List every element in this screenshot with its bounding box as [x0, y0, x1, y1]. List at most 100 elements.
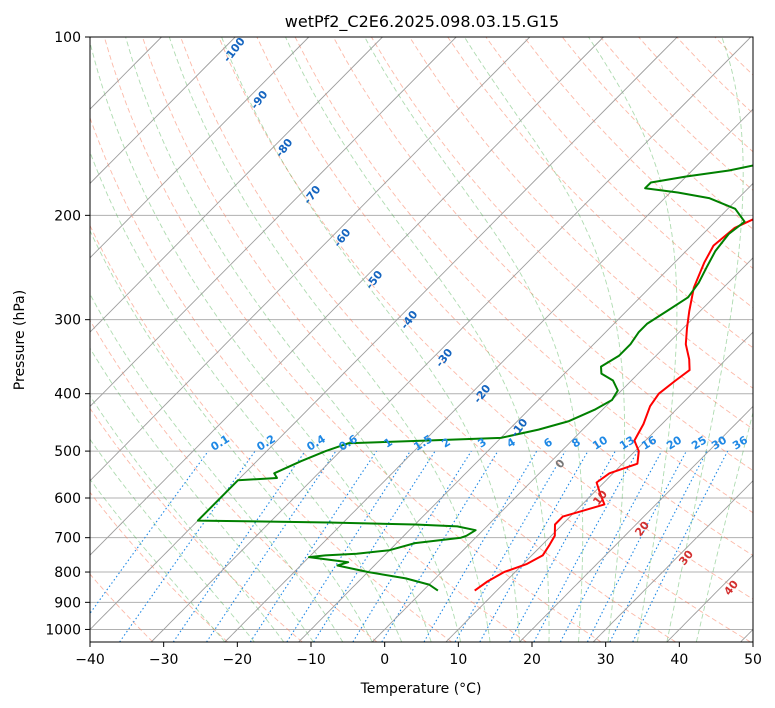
isotherm-line	[445, 331, 753, 642]
y-tick-label: 600	[54, 491, 81, 507]
mixing-ratio-line	[249, 450, 378, 642]
x-tick-label: 50	[744, 652, 762, 668]
mixing-ratio-line	[632, 450, 729, 642]
moist-adiabat-line	[90, 438, 255, 642]
isotherm-line	[90, 37, 383, 333]
moist-adiabat-label: 40	[721, 578, 741, 598]
mixing-ratio-line	[90, 450, 209, 615]
y-tick-label: 300	[54, 313, 81, 329]
x-axis-label: Temperature (°C)	[360, 681, 482, 697]
dry-adiabat-line	[142, 37, 676, 642]
dry-adiabat-line	[103, 37, 602, 642]
x-tick-label: 10	[449, 652, 467, 668]
mixing-ratio-line	[509, 450, 616, 642]
dry-adiabat-line	[485, 37, 753, 309]
dry-adiabat-label: -70	[301, 183, 324, 207]
dry-adiabat-line	[90, 224, 452, 642]
dry-adiabat-line	[523, 37, 753, 269]
moist-adiabat-line	[695, 410, 753, 642]
isotherm-line	[371, 257, 753, 642]
mixing-ratio-line	[423, 450, 538, 642]
mixing-ratio-label: 10	[590, 433, 610, 452]
isotherm-line	[666, 554, 753, 642]
mixing-ratio-line	[352, 450, 472, 642]
moist-adiabats	[90, 37, 753, 642]
mixing-ratio-line	[381, 450, 499, 642]
moist-adiabat-line	[125, 37, 462, 642]
dry-adiabat-line	[561, 37, 753, 230]
moist-adiabat-line	[90, 395, 285, 642]
dry-adiabat-line	[447, 37, 753, 349]
mixing-ratio-line	[286, 450, 411, 642]
moist-adiabat-line	[168, 37, 491, 642]
mixing-ratio-lines	[90, 450, 729, 642]
dry-adiabat-label: -30	[433, 346, 456, 370]
x-axis: −40 −30 −20 −10 0 10 20 30 40 50	[75, 642, 762, 668]
mixing-ratio-label: 6	[541, 435, 555, 450]
mixing-ratio-label: 13	[617, 433, 637, 452]
mixing-ratio-label: 8	[569, 435, 582, 450]
moist-adiabat-line	[588, 37, 678, 642]
dry-adiabat-line	[90, 491, 228, 642]
mixing-ratio-label: 2	[439, 435, 452, 450]
y-axis: 100 200 300 400 500 600 700 800 900 1000	[45, 30, 90, 638]
dry-adiabat-line	[90, 407, 303, 642]
mixing-ratio-line	[533, 450, 638, 642]
y-tick-label: 500	[54, 444, 81, 460]
moist-adiabat-line	[364, 37, 584, 642]
plot-frame	[89, 36, 754, 643]
moist-adiabat-line	[464, 37, 626, 642]
y-tick-label: 800	[54, 565, 81, 581]
x-tick-label: 30	[597, 652, 615, 668]
moist-adiabat-line	[90, 40, 432, 642]
mixing-ratio-line	[206, 450, 337, 642]
dewpoint-profile-line	[196, 164, 753, 592]
mixing-ratio-label: 16	[639, 433, 659, 452]
mixing-ratio-label: 0.2	[254, 432, 277, 453]
dry-adiabat-label: -60	[331, 226, 354, 250]
y-tick-label: 400	[54, 387, 81, 403]
moist-adiabat-line	[90, 478, 226, 642]
dry-adiabat-line	[90, 116, 527, 642]
dry-adiabat-line	[180, 37, 751, 642]
mixing-ratio-line	[609, 450, 708, 642]
isotherm-line	[90, 37, 457, 408]
moist-adiabat-line	[90, 229, 373, 642]
dry-adiabat-line	[90, 573, 154, 642]
dry-adiabat-line	[371, 37, 753, 430]
isotherm-line	[90, 37, 236, 185]
x-tick-label: −20	[223, 652, 253, 668]
x-tick-label: 20	[523, 652, 541, 668]
dry-adiabat-line	[409, 37, 753, 389]
dry-adiabat-label: -40	[398, 308, 421, 332]
y-tick-label: 100	[54, 30, 81, 46]
moist-adiabat-line	[285, 37, 550, 642]
dry-adiabat-label: -80	[273, 136, 296, 160]
y-tick-label: 200	[54, 208, 81, 224]
dry-adiabat-line	[0, 37, 3, 642]
skewed-isotherms	[90, 37, 753, 642]
series-layer	[196, 164, 753, 592]
mixing-ratio-label: 30	[709, 433, 729, 452]
dry-adiabat-label: -100	[221, 35, 248, 65]
moist-adiabat-label: 30	[676, 548, 696, 568]
moist-adiabat-line	[221, 37, 521, 642]
grid-layer	[90, 37, 753, 630]
x-tick-label: −30	[149, 652, 179, 668]
mixing-ratio-line	[559, 450, 663, 642]
temperature-profile-line	[474, 218, 753, 592]
isotherm-line	[519, 405, 753, 642]
isotherm-line	[224, 108, 753, 642]
isotherm-line	[90, 37, 531, 482]
chart-title: wetPf2_C2E6.2025.098.03.15.G15	[285, 12, 559, 32]
mixing-ratio-line	[479, 450, 589, 642]
isotherm-line	[150, 37, 752, 642]
mixing-ratio-line	[313, 450, 436, 642]
moist-adiabat-line	[90, 150, 403, 642]
dry-adiabat-line	[256, 37, 753, 556]
dry-adiabat-line	[638, 37, 753, 153]
isotherm-line	[90, 37, 604, 556]
dry-adiabat-label: -20	[471, 382, 494, 406]
mixing-ratio-line	[172, 450, 306, 642]
